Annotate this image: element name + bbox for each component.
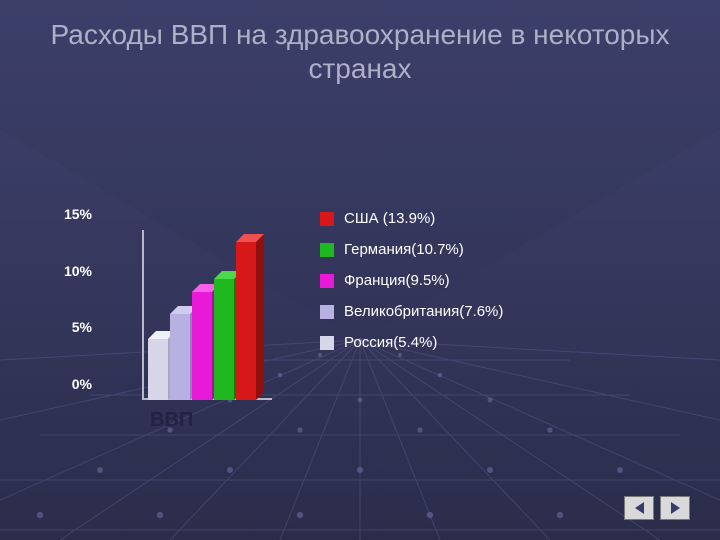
bar [192, 292, 212, 400]
y-tick-label: 15% [52, 206, 92, 222]
legend-item: Великобритания(7.6%) [320, 303, 503, 320]
chevron-right-icon [671, 502, 680, 514]
bar [236, 242, 256, 400]
slide-nav [624, 496, 690, 520]
bar [170, 314, 190, 400]
legend: США (13.9%) Германия(10.7%) Франция(9.5%) В… [320, 210, 503, 365]
legend-swatch [320, 336, 334, 350]
legend-item: Франция(9.5%) [320, 272, 503, 289]
legend-label: Россия(5.4%) [344, 334, 437, 351]
y-tick-label: 10% [52, 263, 92, 279]
legend-swatch [320, 243, 334, 257]
legend-item: США (13.9%) [320, 210, 503, 227]
legend-label: Великобритания(7.6%) [344, 303, 503, 320]
bar-chart: 0% 5% 10% 15% ВВП [50, 200, 280, 450]
slide-title: Расходы ВВП на здравоохранение в некотор… [0, 18, 720, 85]
bar [148, 339, 168, 400]
legend-item: Германия(10.7%) [320, 241, 503, 258]
y-tick-label: 0% [52, 376, 92, 392]
legend-swatch [320, 212, 334, 226]
y-axis [142, 230, 144, 400]
y-tick-label: 5% [52, 319, 92, 335]
bar [214, 279, 234, 400]
legend-swatch [320, 274, 334, 288]
chevron-left-icon [635, 502, 644, 514]
next-slide-button[interactable] [660, 496, 690, 520]
x-axis-label: ВВП [150, 409, 193, 432]
legend-label: США (13.9%) [344, 210, 435, 227]
legend-item: Россия(5.4%) [320, 334, 503, 351]
legend-label: Германия(10.7%) [344, 241, 464, 258]
legend-label: Франция(9.5%) [344, 272, 450, 289]
legend-swatch [320, 305, 334, 319]
prev-slide-button[interactable] [624, 496, 654, 520]
